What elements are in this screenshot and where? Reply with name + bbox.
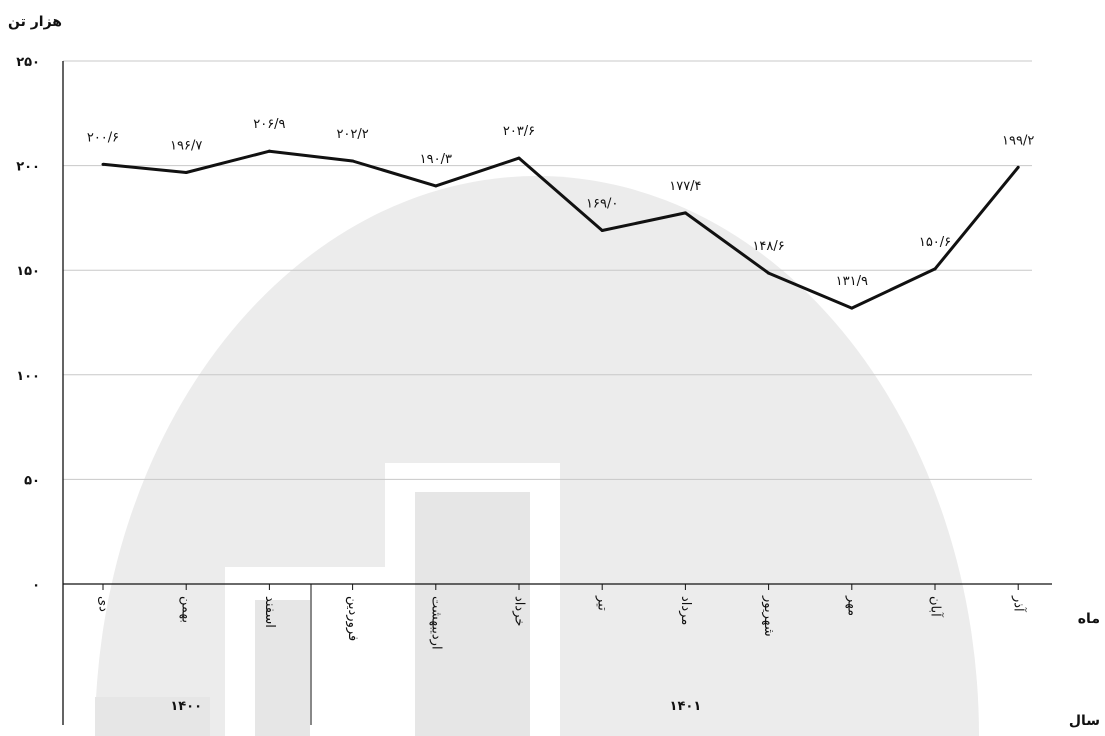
watermark-logo — [95, 176, 979, 736]
data-point — [267, 149, 271, 153]
x-category-label: اردیبهشت — [428, 596, 443, 650]
year-axis-title: سال — [1069, 713, 1100, 729]
watermark-bar — [255, 600, 310, 736]
watermark-bar — [415, 492, 530, 736]
series-line — [102, 149, 1020, 310]
x-category-label: مرداد — [678, 596, 693, 625]
x-category-label: دی — [96, 596, 111, 612]
data-point — [600, 228, 604, 232]
year-label: ۱۴۰۱ — [670, 699, 702, 714]
y-tick-label: ۱۰۰ — [16, 369, 40, 384]
data-point — [683, 211, 687, 215]
data-point — [101, 162, 105, 166]
x-category-label: شهریور — [761, 595, 776, 637]
y-tick-label: ۰ — [32, 578, 40, 593]
x-category-label: تیر — [595, 595, 610, 611]
data-point — [767, 271, 771, 275]
y-tick-label: ۲۵۰ — [16, 55, 40, 70]
data-point — [184, 171, 188, 175]
x-category-label: بهمن — [179, 596, 194, 623]
year-label: ۱۴۰۰ — [170, 699, 202, 714]
year-axis: ۱۴۰۰ ۱۴۰۱ — [170, 584, 701, 725]
data-label: ۱۹۹/۲ — [1002, 133, 1034, 148]
data-label: ۲۰۲/۲ — [336, 127, 368, 142]
data-point — [351, 159, 355, 163]
y-axis-ticks: ۰ ۵۰ ۱۰۰ ۱۵۰ ۲۰۰ ۲۵۰ — [16, 55, 40, 593]
x-category-label: آذر — [1011, 595, 1028, 613]
data-label: ۲۰۰/۶ — [87, 130, 119, 145]
data-point — [434, 184, 438, 188]
data-point — [517, 156, 521, 160]
y-tick-label: ۵۰ — [24, 473, 40, 488]
data-point — [850, 306, 854, 310]
data-label: ۱۳۱/۹ — [836, 274, 868, 289]
data-label: ۱۶۹/۰ — [586, 196, 618, 211]
x-category-label: مهر — [844, 595, 859, 616]
x-axis-category-labels: دی بهمن اسفند فروردین اردیبهشت خرداد تیر مرداد ش… — [96, 584, 1028, 650]
gridlines — [63, 60, 1032, 480]
y-tick-label: ۱۵۰ — [16, 264, 40, 279]
x-axis-title: ماه — [1078, 611, 1100, 627]
x-category-label: آبان — [928, 596, 945, 618]
watermark-bar — [95, 697, 210, 736]
y-axis-title: هزار تن — [8, 14, 62, 30]
data-label: ۲۰۶/۹ — [253, 117, 285, 132]
data-label: ۲۰۳/۶ — [503, 124, 535, 139]
series-line-group — [101, 149, 1020, 310]
data-label: ۱۹۰/۳ — [420, 152, 452, 167]
data-label: ۱۴۸/۶ — [752, 239, 784, 254]
axes — [62, 61, 1052, 725]
data-labels: ۲۰۰/۶ ۱۹۶/۷ ۲۰۶/۹ ۲۰۲/۲ ۱۹۰/۳ ۲۰۳/۶ ۱۶۹/۰ ۱۷۷/۴… — [87, 117, 1035, 289]
data-point — [1016, 165, 1020, 169]
data-point — [933, 267, 937, 271]
data-label: ۱۵۰/۶ — [919, 235, 951, 250]
y-tick-label: ۲۰۰ — [16, 160, 40, 175]
x-category-label: خرداد — [512, 596, 527, 626]
data-label: ۱۹۶/۷ — [170, 139, 202, 154]
x-category-label: اسفند — [262, 596, 277, 628]
x-category-label: فروردین — [345, 596, 360, 641]
data-label: ۱۷۷/۴ — [669, 179, 701, 194]
